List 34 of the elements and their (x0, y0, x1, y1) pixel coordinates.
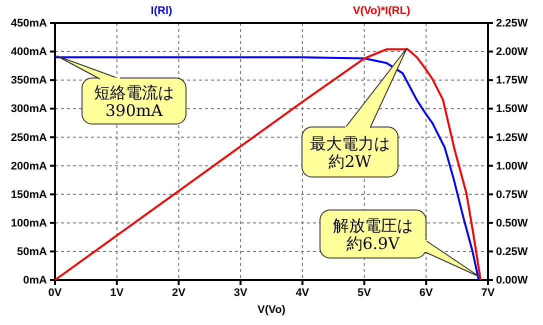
text: I(Rl) (150, 5, 173, 17)
y-tick-label: 400mA (10, 46, 48, 58)
x-tick-label: 7V (481, 286, 496, 299)
y2-tick-label: 1.75W (496, 74, 528, 87)
annotation: 最大電力は約2W (310, 134, 390, 171)
y2-tick-label: 0.00W (496, 274, 528, 287)
y-tick-label: 50mA (17, 246, 48, 258)
x-tick-label: 4V (296, 286, 310, 299)
y2-tick-label: 1.00W (496, 160, 528, 172)
x-tick-label: 1V (110, 286, 124, 299)
annotation: 解放電圧は約6.9V (333, 216, 413, 253)
y2-tick-label: 0.25W (496, 246, 528, 258)
y-tick-label: 150mA (10, 188, 48, 201)
y-tick-label: 450mA (10, 18, 48, 30)
x-tick-label: 6V (419, 286, 434, 299)
x-tick-label: 0V (48, 286, 62, 299)
annotation: 短絡電流は390mA (94, 83, 174, 120)
x-tick-label: 3V (234, 286, 248, 299)
x-tick-label: 5V (358, 286, 372, 299)
y2-tick-label: 2.00W (496, 46, 528, 58)
y-tick-label: 300mA (10, 103, 48, 116)
y-tick-label: 0mA (23, 274, 48, 287)
x-axis-title: V(Vo) (258, 304, 286, 316)
text: V(Vo)*I(RL) (352, 5, 410, 17)
x-tick-label: 2V (172, 286, 186, 299)
y2-tick-label: 0.75W (496, 188, 528, 201)
y2-tick-label: 2.25W (496, 18, 528, 30)
y-tick-label: 250mA (10, 132, 48, 144)
y2-tick-label: 1.25W (496, 132, 528, 144)
y2-tick-label: 1.50W (496, 103, 528, 116)
y-tick-label: 100mA (10, 217, 48, 230)
y2-tick-label: 0.50W (496, 217, 528, 230)
y-tick-label: 350mA (10, 74, 48, 87)
y-tick-label: 200mA (10, 160, 48, 172)
